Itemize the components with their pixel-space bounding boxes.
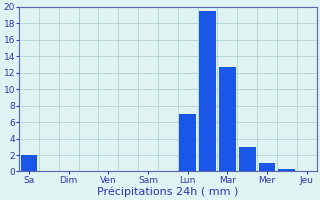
Bar <box>239 147 256 171</box>
Bar <box>219 67 236 171</box>
Bar <box>199 11 216 171</box>
Bar <box>20 155 37 171</box>
Bar <box>179 114 196 171</box>
Bar <box>259 163 276 171</box>
Bar <box>278 169 295 171</box>
X-axis label: Précipitations 24h ( mm ): Précipitations 24h ( mm ) <box>97 186 238 197</box>
